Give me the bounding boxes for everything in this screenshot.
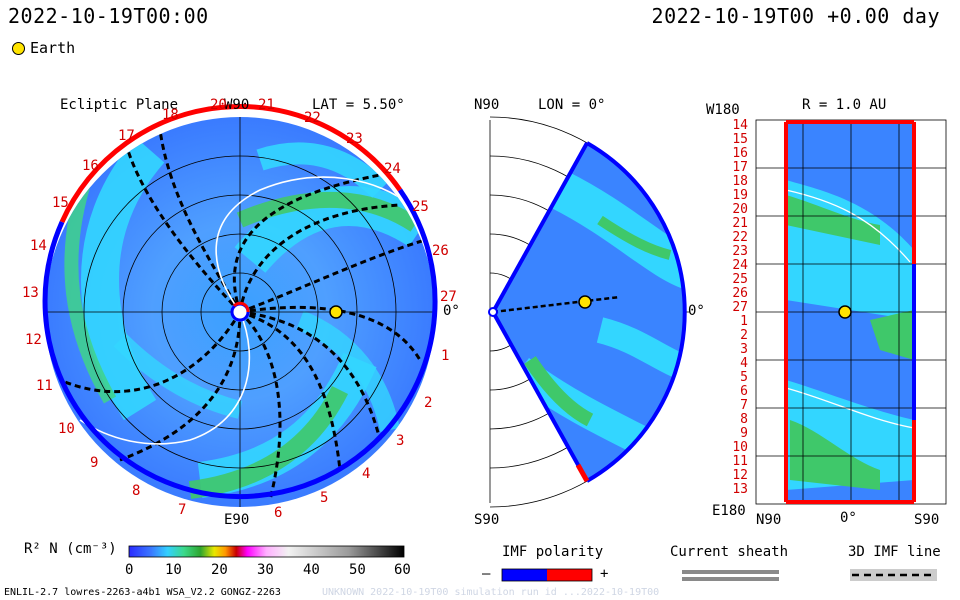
r-label: R = 1.0 AU (802, 97, 887, 113)
meridional-top-label: N90 (474, 97, 500, 113)
polarity-minus: – (482, 566, 491, 582)
radial-y-tick: 23 (732, 244, 748, 259)
earth-marker-icon (12, 41, 25, 55)
radial-y-tick: 6 (740, 384, 748, 399)
ecliptic-top-label: W90 (224, 97, 250, 113)
ecliptic-number: 12 (25, 332, 42, 348)
radial-y-tick: 24 (732, 258, 748, 273)
radial-x-tick: N90 (756, 512, 782, 528)
footer-left: ENLIL-2.7 lowres-2263-a4b1 WSA_V2.2 GONG… (4, 587, 281, 598)
colorbar-tick: 20 (211, 562, 228, 578)
meridional-plane-plot (488, 116, 690, 508)
colorbar-tick: 40 (303, 562, 320, 578)
ecliptic-number: 23 (346, 131, 363, 147)
density-colorbar (128, 545, 405, 558)
radial-y-tick: 18 (732, 174, 748, 189)
polarity-negative-swatch (502, 569, 547, 581)
colorbar-label: R² N (cm⁻³) (24, 541, 117, 557)
radial-y-tick: 13 (732, 482, 748, 497)
earth-meridional-marker (578, 295, 592, 309)
earth-legend: Earth (12, 39, 75, 57)
earth-legend-label: Earth (30, 39, 76, 57)
ecliptic-number: 25 (412, 199, 429, 215)
radial-y-tick: 8 (740, 412, 748, 427)
colorbar-tick: 50 (349, 562, 366, 578)
ecliptic-number: 8 (132, 483, 141, 499)
ecliptic-number: 1 (441, 348, 450, 364)
ecliptic-plane-plot (42, 104, 438, 507)
radial-y-tick: 12 (732, 468, 748, 483)
meridional-right-label: 0° (688, 303, 705, 319)
meridional-bottom-label: S90 (474, 512, 500, 528)
radial-y-tick: 21 (732, 216, 748, 231)
ecliptic-number: 13 (22, 285, 39, 301)
radial-y-tick: 4 (740, 356, 748, 371)
ecliptic-number: 5 (320, 490, 329, 506)
ecliptic-number: 15 (52, 195, 69, 211)
radial-y-tick: 1 (740, 314, 748, 329)
ecliptic-number: 6 (274, 505, 283, 521)
radial-y-tick: 26 (732, 286, 748, 301)
radial-y-tick: 27 (732, 300, 748, 315)
ecliptic-number: 20 (210, 97, 227, 113)
ecliptic-number: 14 (30, 238, 47, 254)
right-timestamp: 2022-10-19T00 +0.00 day (651, 4, 940, 28)
radial-x-tick: S90 (914, 512, 940, 528)
ecliptic-number: 17 (118, 128, 135, 144)
imf-line-label: 3D IMF line (848, 544, 941, 560)
colorbar-tick: 0 (125, 562, 134, 578)
lon-label: LON = 0° (538, 97, 606, 113)
polarity-plus: + (600, 566, 609, 582)
colorbar-tick: 30 (257, 562, 274, 578)
footer-right: UNKNOWN 2022-10-19T00 simulation run id … (322, 587, 660, 598)
polarity-positive-swatch (547, 569, 592, 581)
radial-y-tick: 20 (732, 202, 748, 217)
ecliptic-number: 3 (396, 433, 405, 449)
earth-radial-marker (838, 305, 852, 319)
ecliptic-number: 21 (258, 97, 275, 113)
ecliptic-number: 16 (82, 158, 99, 174)
radial-y-tick: 15 (732, 132, 748, 147)
ecliptic-number: 4 (362, 466, 371, 482)
ecliptic-number: 24 (384, 161, 401, 177)
radial-y-tick: 10 (732, 440, 748, 455)
ecliptic-number: 7 (178, 502, 187, 518)
ecliptic-number: 26 (432, 243, 449, 259)
left-timestamp: 2022-10-19T00:00 (8, 4, 209, 28)
earth-ecliptic-marker (329, 305, 343, 319)
radial-y-tick: 14 (732, 118, 748, 133)
ecliptic-number: 27 (440, 289, 457, 305)
ecliptic-bottom-label: E90 (224, 512, 250, 528)
ecliptic-number: 2 (424, 395, 433, 411)
radial-y-tick: 22 (732, 230, 748, 245)
ecliptic-number: 10 (58, 421, 75, 437)
ecliptic-number: 11 (36, 378, 53, 394)
radial-top-left: W180 (706, 102, 740, 118)
radial-y-tick: 16 (732, 146, 748, 161)
radial-y-tick: 3 (740, 342, 748, 357)
colorbar-tick: 60 (394, 562, 411, 578)
ecliptic-number: 9 (90, 455, 99, 471)
colorbar-tick: 10 (165, 562, 182, 578)
lat-label: LAT = 5.50° (312, 97, 405, 113)
radial-y-tick: 9 (740, 426, 748, 441)
radial-y-tick: 5 (740, 370, 748, 385)
ecliptic-title: Ecliptic Plane (60, 97, 179, 113)
radial-y-tick: 25 (732, 272, 748, 287)
current-sheath-label: Current sheath (670, 544, 789, 560)
ecliptic-number: 18 (162, 107, 179, 123)
radial-y-tick: 19 (732, 188, 748, 203)
radial-y-tick: 2 (740, 328, 748, 343)
radial-y-tick: 7 (740, 398, 748, 413)
ecliptic-number: 22 (304, 110, 321, 126)
radial-y-tick: 17 (732, 160, 748, 175)
ecliptic-right-label: 0° (443, 303, 460, 319)
radial-bottom-left: E180 (712, 503, 746, 519)
radial-x-tick: 0° (840, 510, 857, 526)
imf-polarity-label: IMF polarity (502, 544, 604, 560)
radial-y-tick: 11 (732, 454, 748, 469)
radial-map-plot (755, 119, 947, 505)
